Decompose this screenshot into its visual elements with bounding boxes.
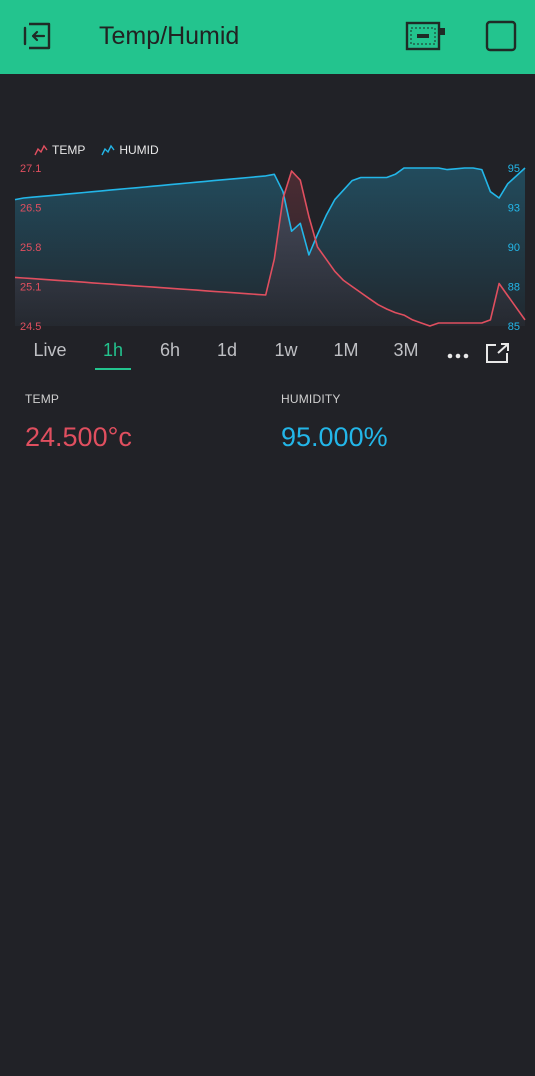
range-1d[interactable]: 1d: [216, 340, 238, 360]
temp-value: 24.500°c: [25, 422, 132, 452]
temp-series-line: [14, 170, 526, 327]
left-tick-label: 26.5: [20, 203, 41, 215]
range-6h[interactable]: 6h: [159, 340, 181, 360]
temp-value-label: TEMP: [25, 392, 60, 406]
legend-temp-icon: [34, 144, 48, 156]
history-chart[interactable]: 27.1 26.5 25.8 25.1 24.5 95 93 90 88 85: [0, 130, 535, 340]
left-tick-label: 25.8: [20, 242, 41, 254]
temp-value-display: TEMP 24.500°c: [25, 392, 132, 453]
left-tick-label: 27.1: [20, 163, 41, 175]
left-tick-label: 24.5: [20, 321, 41, 333]
humidity-value: 95.000%: [281, 422, 388, 452]
app-header: Temp/Humid: [0, 0, 535, 74]
legend-item-temp: TEMP: [34, 143, 85, 157]
chart-legend: TEMP HUMID: [34, 140, 175, 160]
time-range-bar: Live 1h 6h 1d 1w 1M 3M: [0, 336, 535, 372]
right-tick-label: 95: [508, 163, 520, 175]
expand-icon[interactable]: [485, 342, 511, 364]
humidity-value-label: HUMIDITY: [281, 392, 341, 406]
range-1h[interactable]: 1h: [102, 340, 124, 360]
temp-area: [15, 171, 525, 326]
range-1w[interactable]: 1w: [274, 340, 298, 360]
legend-humid-icon: [101, 144, 115, 156]
humid-series-line: [14, 167, 526, 256]
right-tick-label: 85: [508, 321, 520, 333]
device-status-icon[interactable]: [404, 20, 448, 52]
range-3m[interactable]: 3M: [393, 340, 419, 360]
square-icon[interactable]: [485, 20, 517, 52]
chart-svg: 27.1 26.5 25.8 25.1 24.5 95 93 90 88 85: [14, 163, 526, 333]
right-tick-label: 90: [508, 242, 520, 254]
back-exit-icon[interactable]: [20, 18, 56, 54]
right-tick-label: 93: [508, 203, 520, 215]
legend-humid-label: HUMID: [119, 143, 159, 157]
range-live[interactable]: Live: [33, 340, 67, 360]
legend-item-humid: HUMID: [101, 143, 159, 157]
legend-temp-label: TEMP: [52, 143, 86, 157]
humidity-value-display: HUMIDITY 95.000%: [281, 392, 388, 453]
page-title: Temp/Humid: [99, 22, 240, 50]
active-range-underline: [95, 368, 131, 370]
left-tick-label: 25.1: [20, 282, 41, 294]
more-dots-icon[interactable]: [446, 348, 470, 359]
range-1m[interactable]: 1M: [333, 340, 359, 360]
right-tick-label: 88: [508, 282, 520, 294]
